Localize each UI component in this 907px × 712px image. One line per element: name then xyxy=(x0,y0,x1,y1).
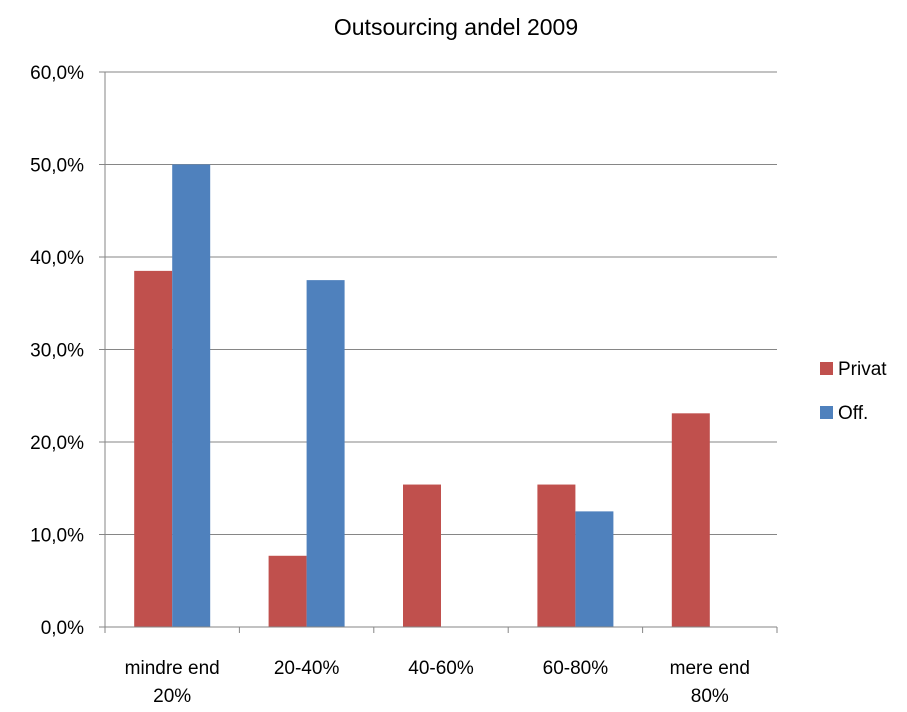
y-axis-tick-labels: 0,0% 10,0% 20,0% 30,0% 40,0% 50,0% 60,0% xyxy=(30,63,84,639)
legend-swatch xyxy=(820,362,833,375)
bars xyxy=(134,164,710,627)
x-axis-category-labels: mindre end 20% 20-40% 40-60% 60-80% mere end 8… xyxy=(125,658,750,707)
bar-off-0 xyxy=(172,164,211,627)
legend-swatch xyxy=(820,406,833,419)
bar-off-1 xyxy=(306,280,345,627)
bar-privat-1 xyxy=(268,555,307,627)
x-category-label: mere end xyxy=(670,658,750,679)
gridlines xyxy=(105,71,777,535)
x-category-label: 60-80% xyxy=(543,658,609,679)
legend: Privat Off. xyxy=(820,359,887,424)
bar-privat-2 xyxy=(403,484,441,627)
y-tick-label: 50,0% xyxy=(30,156,84,177)
bar-privat-3 xyxy=(537,484,576,627)
chart-title: Outsourcing andel 2009 xyxy=(334,14,578,40)
legend-label: Off. xyxy=(838,403,868,424)
y-tick-label: 0,0% xyxy=(41,618,84,639)
y-tick-label: 60,0% xyxy=(30,63,84,84)
bar-privat-0 xyxy=(134,270,173,627)
y-tick-label: 20,0% xyxy=(30,433,84,454)
x-category-label: 20% xyxy=(153,686,191,707)
y-tick-label: 40,0% xyxy=(30,248,84,269)
legend-label: Privat xyxy=(838,359,887,380)
y-tick-label: 10,0% xyxy=(30,526,84,547)
x-category-label: 80% xyxy=(691,686,729,707)
x-category-label: 40-60% xyxy=(408,658,474,679)
x-category-label: 20-40% xyxy=(274,658,340,679)
bar-privat-4 xyxy=(671,413,710,627)
x-category-label: mindre end xyxy=(125,658,220,679)
axes xyxy=(99,71,778,633)
bar-off-3 xyxy=(575,511,614,627)
y-tick-label: 30,0% xyxy=(30,341,84,362)
